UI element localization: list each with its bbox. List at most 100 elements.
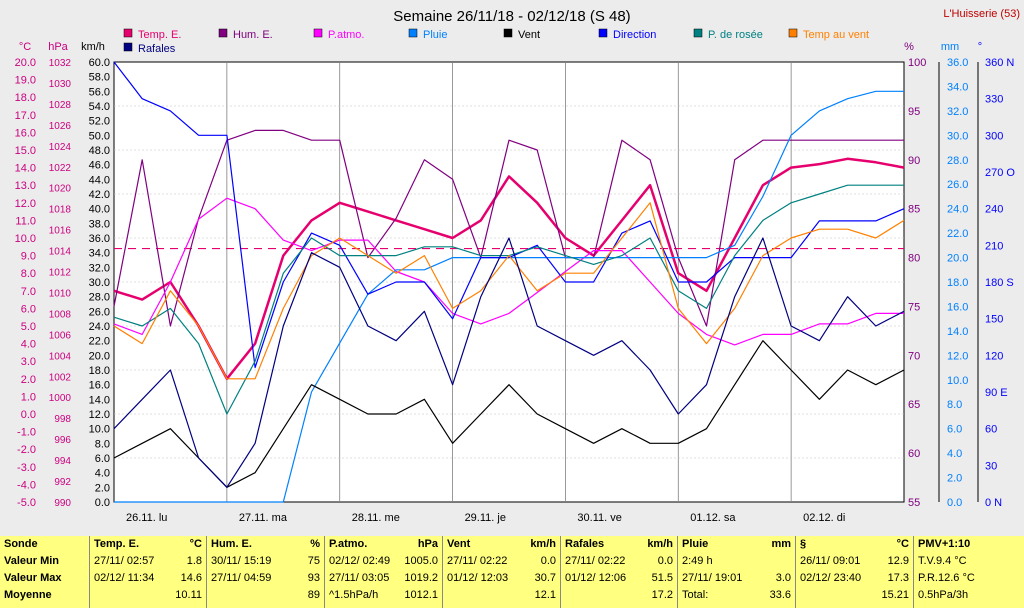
axis-temp-tick-25: -5.0 bbox=[17, 497, 36, 509]
axis-hum-tick-0: 100 bbox=[908, 57, 926, 69]
axis-rain-tick-6: 24.0 bbox=[947, 204, 968, 216]
axis-hum-tick-7: 65 bbox=[908, 399, 920, 411]
series-line-5 bbox=[113, 61, 905, 369]
legend-swatch-7 bbox=[788, 28, 798, 38]
axis-dir-tick-10: 60 bbox=[985, 424, 997, 436]
axis-rain-tick-9: 18.0 bbox=[947, 277, 968, 289]
plot-area bbox=[113, 61, 905, 503]
stats-hum: Hum. E.% 30/11/ 15:19 75 27/11/ 04:59 93 8… bbox=[207, 536, 325, 608]
sect-unit: °C bbox=[896, 538, 909, 550]
axis-press-tick-16: 1000 bbox=[49, 393, 72, 404]
axis-press-tick-20: 992 bbox=[54, 477, 71, 488]
rain-max: 3.0 bbox=[775, 572, 791, 584]
axis-units: °C hPa km/h% mm ° bbox=[19, 41, 982, 53]
x-label-1: 27.11. ma bbox=[239, 512, 288, 524]
series-line-7 bbox=[113, 202, 905, 380]
gust-min: 0.0 bbox=[657, 555, 673, 567]
stats-pmv: PMV+1:10 T.V.9.4 °C P.R.12.6 °C 0.5hPa/3… bbox=[914, 536, 1024, 608]
axis-temp-tick-6: 14.0 bbox=[15, 163, 36, 175]
axis-hum-tick-2: 90 bbox=[908, 155, 920, 167]
x-label-0: 26.11. lu bbox=[126, 512, 167, 524]
axis-press-tick-12: 1008 bbox=[49, 309, 72, 320]
axis-press-tick-8: 1016 bbox=[49, 226, 72, 237]
legend-swatch-4 bbox=[503, 28, 513, 38]
gust-min-date: 27/11/ 02:22 bbox=[565, 555, 626, 567]
axis-rain-tick-3: 30.0 bbox=[947, 130, 968, 142]
press-min-date: 02/12/ 02:49 bbox=[329, 555, 391, 567]
label-avg: Moyenne bbox=[4, 589, 52, 601]
legend-swatch-8 bbox=[123, 42, 133, 52]
rain-max-date: 27/11/ 19:01 bbox=[682, 572, 743, 584]
stats-gust: Rafales km/h 27/11/ 02:22 0.0 01/12/ 12:06… bbox=[561, 536, 678, 608]
unit-press: hPa bbox=[48, 41, 68, 53]
temp-max-date: 02/12/ 11:34 bbox=[94, 572, 155, 584]
pmv-trend: 0.5hPa/3h bbox=[918, 589, 969, 601]
axis-temp-tick-19: 1.0 bbox=[21, 391, 36, 403]
hum-unit: % bbox=[310, 538, 320, 550]
axis-rain-tick-5: 26.0 bbox=[947, 179, 968, 191]
axis-temp-tick-22: -2.0 bbox=[17, 444, 36, 456]
axis-wind-tick-5: 50.0 bbox=[89, 130, 110, 142]
axis-press-tick-7: 1018 bbox=[49, 205, 72, 216]
axis-wind-tick-16: 28.0 bbox=[89, 292, 110, 304]
axis-temp-tick-21: -1.0 bbox=[17, 427, 36, 439]
axis-temp-tick-23: -3.0 bbox=[17, 462, 36, 474]
x-label-3: 29.11. je bbox=[465, 512, 506, 524]
axis-temp-tick-14: 6.0 bbox=[21, 303, 36, 315]
axis-temp-tick-3: 17.0 bbox=[15, 110, 36, 122]
humidity-axis: 100 95 90 85 80 75 70 65 60 55 bbox=[908, 57, 926, 509]
x-label-6: 02.12. di bbox=[803, 512, 845, 524]
x-axis-labels: 26.11. lu 27.11. ma 28.11. me 29.11. je 30.1… bbox=[126, 512, 845, 524]
axis-rain-tick-17: 2.0 bbox=[947, 473, 962, 485]
axis-press-tick-21: 990 bbox=[54, 498, 71, 509]
hum-min-date: 30/11/ 15:19 bbox=[211, 555, 272, 567]
axis-press-tick-13: 1006 bbox=[49, 330, 72, 341]
x-label-4: 30.11. ve bbox=[577, 512, 621, 524]
legend-swatch-5 bbox=[598, 28, 608, 38]
legend-label-6: P. de rosée bbox=[708, 29, 763, 41]
legend-swatch-2 bbox=[313, 28, 323, 38]
axis-press-tick-2: 1028 bbox=[49, 100, 72, 111]
legend-label-8: Rafales bbox=[138, 43, 176, 55]
axis-hum-tick-9: 55 bbox=[908, 497, 920, 509]
axis-wind-tick-8: 44.0 bbox=[89, 174, 110, 186]
axis-wind-tick-6: 48.0 bbox=[89, 145, 110, 157]
axis-rain-tick-15: 6.0 bbox=[947, 424, 962, 436]
sect-min: 12.9 bbox=[887, 555, 909, 567]
axis-wind-tick-13: 34.0 bbox=[89, 248, 110, 260]
axis-press-tick-6: 1020 bbox=[49, 184, 72, 195]
axis-dir-tick-1: 330 bbox=[985, 94, 1003, 106]
pmv-tv: T.V.9.4 °C bbox=[918, 555, 967, 567]
axis-wind-tick-0: 60.0 bbox=[89, 57, 110, 69]
gust-max: 51.5 bbox=[651, 572, 673, 584]
rain-unit: mm bbox=[771, 538, 791, 550]
stats-press: P.atmo. hPa 02/12/ 02:49 1005.0 27/11/ 03:… bbox=[325, 536, 443, 608]
gust-max-date: 01/12/ 12:06 bbox=[565, 572, 627, 584]
axis-temp-tick-15: 5.0 bbox=[21, 321, 36, 333]
axis-press-tick-5: 1022 bbox=[49, 163, 72, 174]
axis-temp-tick-18: 2.0 bbox=[21, 374, 36, 386]
press-title: P.atmo. bbox=[329, 538, 368, 550]
axis-wind-tick-15: 30.0 bbox=[89, 277, 110, 289]
gust-title: Rafales bbox=[565, 538, 605, 550]
axis-wind-tick-14: 32.0 bbox=[89, 262, 110, 274]
stats-sect: § °C 26/11/ 09:01 12.9 02/12/ 23:40 17.3 15… bbox=[796, 536, 914, 608]
stats-temp: Temp. E. °C 27/11/ 02:57 1.8 02/12/ 11:34 1… bbox=[90, 536, 207, 608]
legend-label-2: P.atmo. bbox=[328, 29, 365, 41]
temp-unit: °C bbox=[189, 538, 202, 550]
axis-press-tick-1: 1030 bbox=[49, 79, 72, 90]
axis-press-tick-19: 994 bbox=[54, 456, 71, 467]
direction-axis: 360 N 330 300 270 O 240 210 180 S 150 120 90 E 60 3… bbox=[977, 57, 1015, 509]
legend-label-7: Temp au vent bbox=[803, 29, 869, 41]
axis-wind-tick-1: 58.0 bbox=[89, 72, 110, 84]
legend-label-3: Pluie bbox=[423, 29, 447, 41]
axis-wind-tick-4: 52.0 bbox=[89, 116, 110, 128]
axis-wind-tick-3: 54.0 bbox=[89, 101, 110, 113]
hum-min: 75 bbox=[307, 555, 320, 567]
unit-hum: % bbox=[904, 41, 914, 53]
hum-max-date: 27/11/ 04:59 bbox=[211, 572, 272, 584]
axis-rain-tick-10: 16.0 bbox=[947, 301, 968, 313]
axis-rain-tick-14: 8.0 bbox=[947, 399, 962, 411]
axis-wind-tick-30: 0.0 bbox=[95, 497, 110, 509]
axis-hum-tick-3: 85 bbox=[908, 204, 920, 216]
